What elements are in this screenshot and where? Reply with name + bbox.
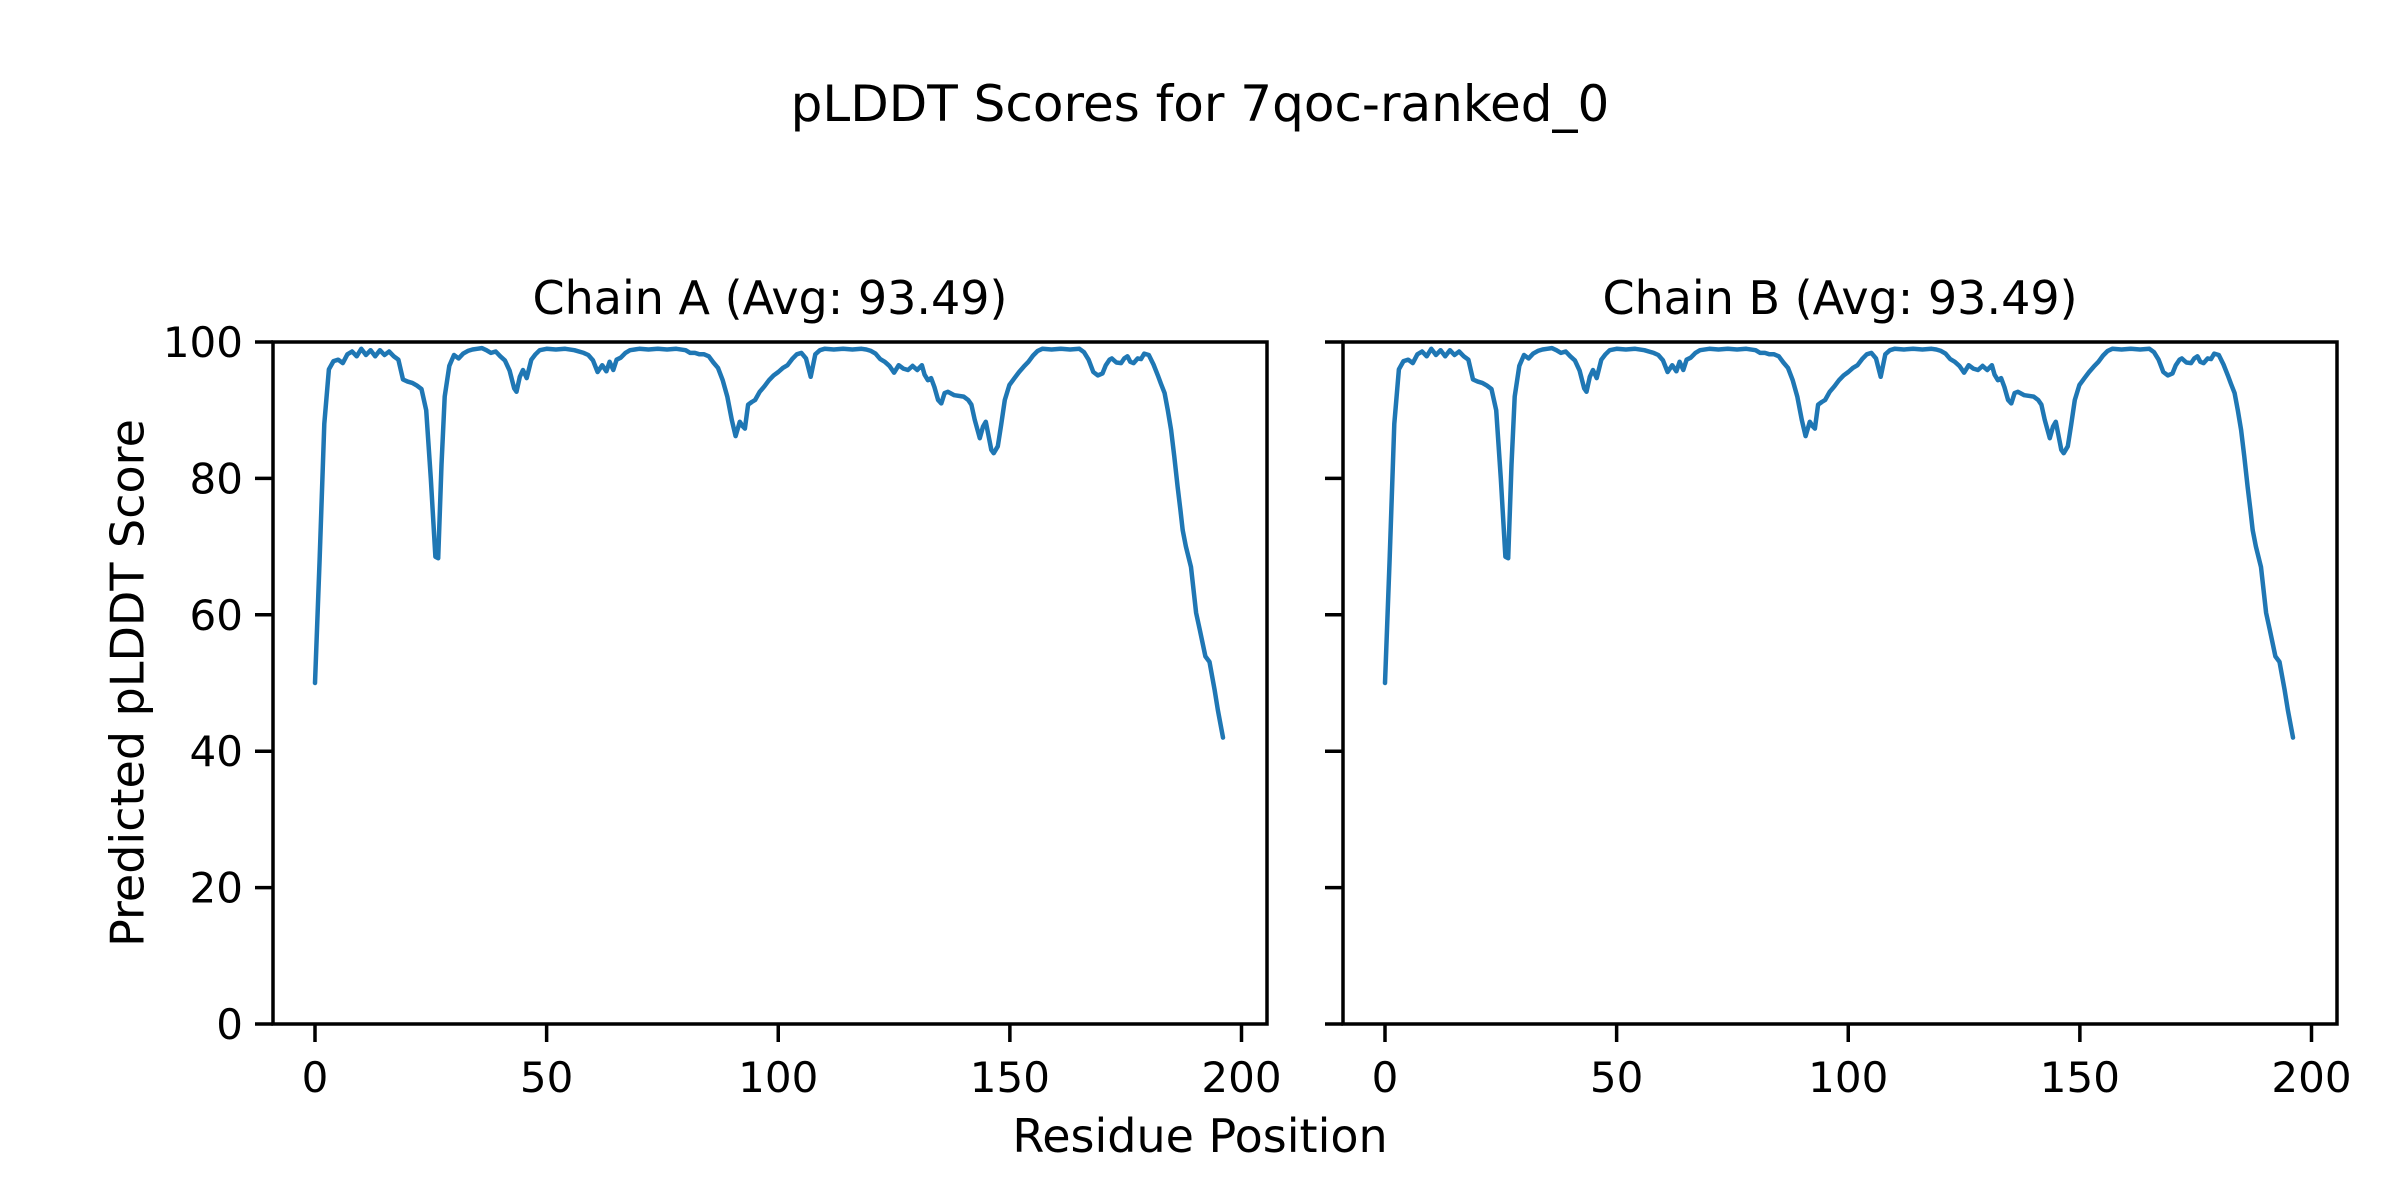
y-tick-label: 20 bbox=[190, 864, 243, 913]
x-tick-label: 200 bbox=[2271, 1053, 2351, 1102]
subplot-title-chain-b: Chain B (Avg: 93.49) bbox=[1602, 271, 2078, 325]
x-tick-label: 0 bbox=[302, 1053, 329, 1102]
x-tick-label: 50 bbox=[520, 1053, 573, 1102]
x-axis-label: Residue Position bbox=[1012, 1109, 1388, 1163]
plddt-line-chain-b bbox=[1382, 345, 2296, 740]
subplot-title-chain-a: Chain A (Avg: 93.49) bbox=[532, 271, 1008, 325]
y-tick-label: 80 bbox=[190, 454, 243, 503]
plddt-line-chain-a bbox=[312, 345, 1226, 740]
x-tick-label: 150 bbox=[970, 1053, 1050, 1102]
y-tick-label: 100 bbox=[163, 318, 243, 367]
axes-spines-chain-b bbox=[1341, 340, 2339, 1026]
x-tick-label: 0 bbox=[1372, 1053, 1399, 1102]
axes-spines-chain-a bbox=[271, 340, 1269, 1026]
y-tick-label: 60 bbox=[190, 591, 243, 640]
x-tick-label: 200 bbox=[1201, 1053, 1281, 1102]
x-tick-label: 150 bbox=[2040, 1053, 2120, 1102]
y-tick-label: 40 bbox=[190, 727, 243, 776]
figure-title: pLDDT Scores for 7qoc-ranked_0 bbox=[790, 75, 1610, 133]
x-tick-label: 100 bbox=[738, 1053, 818, 1102]
x-tick-label: 100 bbox=[1808, 1053, 1888, 1102]
x-tick-label: 50 bbox=[1590, 1053, 1643, 1102]
y-tick-label: 0 bbox=[216, 1000, 243, 1049]
